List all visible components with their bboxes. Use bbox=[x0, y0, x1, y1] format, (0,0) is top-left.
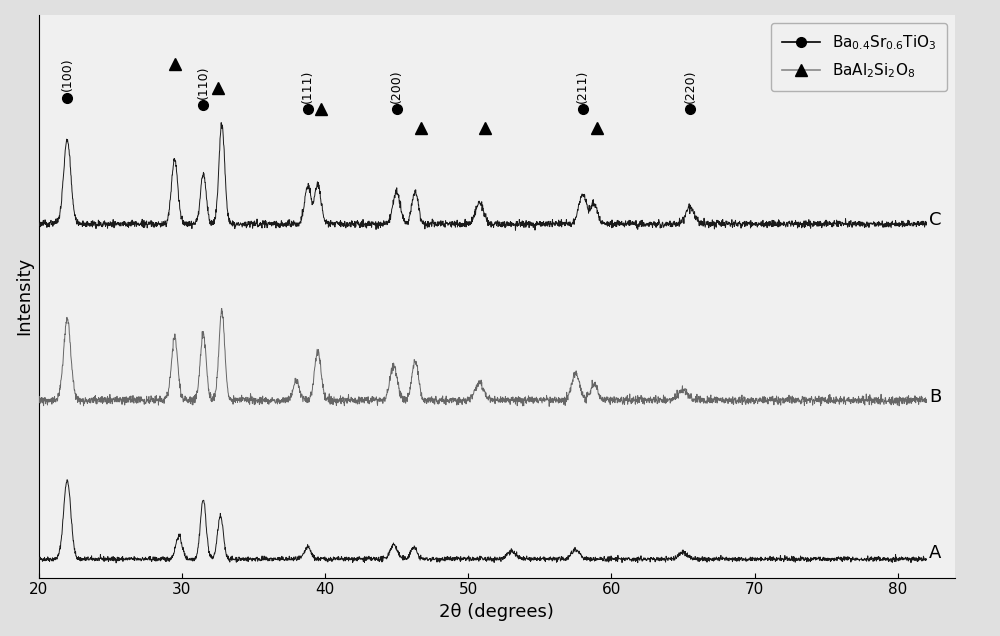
Text: A: A bbox=[929, 544, 942, 562]
X-axis label: 2θ (degrees): 2θ (degrees) bbox=[439, 603, 554, 621]
Text: (200): (200) bbox=[390, 69, 403, 103]
Y-axis label: Intensity: Intensity bbox=[15, 257, 33, 335]
Text: (220): (220) bbox=[684, 69, 697, 103]
Text: (211): (211) bbox=[576, 70, 589, 103]
Text: (111): (111) bbox=[301, 70, 314, 103]
Text: (110): (110) bbox=[197, 66, 210, 99]
Text: B: B bbox=[929, 387, 941, 406]
Legend: Ba$_{0.4}$Sr$_{0.6}$TiO$_3$, BaAl$_2$Si$_2$O$_8$: Ba$_{0.4}$Sr$_{0.6}$TiO$_3$, BaAl$_2$Si$… bbox=[771, 23, 947, 90]
Text: (100): (100) bbox=[61, 58, 74, 92]
Text: C: C bbox=[929, 211, 942, 230]
